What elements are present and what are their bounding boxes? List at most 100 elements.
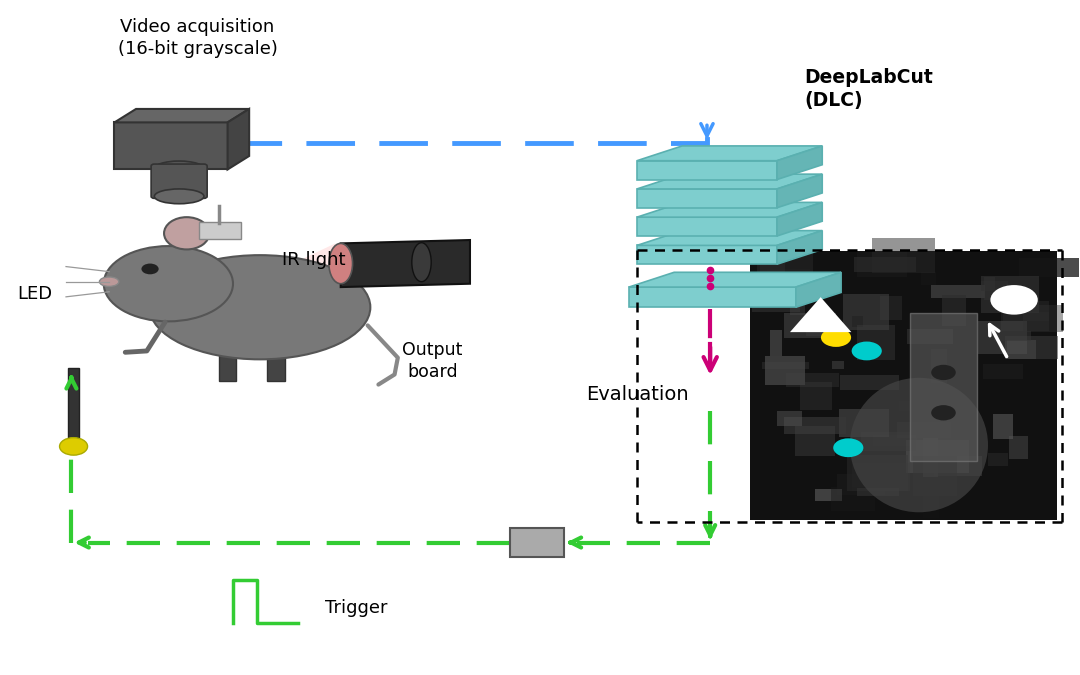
Polygon shape xyxy=(114,122,228,169)
FancyBboxPatch shape xyxy=(934,456,982,476)
Circle shape xyxy=(833,438,863,457)
FancyBboxPatch shape xyxy=(68,368,79,445)
Circle shape xyxy=(852,342,881,360)
Ellipse shape xyxy=(411,243,431,281)
FancyBboxPatch shape xyxy=(815,489,841,501)
Polygon shape xyxy=(637,146,822,161)
FancyBboxPatch shape xyxy=(852,316,863,327)
Text: DeepLabCut
(DLC): DeepLabCut (DLC) xyxy=(804,68,933,110)
Polygon shape xyxy=(796,272,841,307)
FancyBboxPatch shape xyxy=(806,328,832,335)
FancyBboxPatch shape xyxy=(791,275,805,315)
Circle shape xyxy=(141,263,159,274)
Polygon shape xyxy=(637,246,777,264)
FancyBboxPatch shape xyxy=(988,453,1009,466)
FancyBboxPatch shape xyxy=(984,277,995,300)
FancyBboxPatch shape xyxy=(852,463,909,491)
Ellipse shape xyxy=(99,277,119,286)
Text: LED: LED xyxy=(17,285,53,303)
FancyBboxPatch shape xyxy=(219,331,237,381)
FancyBboxPatch shape xyxy=(984,364,1023,379)
FancyBboxPatch shape xyxy=(767,269,810,299)
Polygon shape xyxy=(777,202,822,236)
FancyBboxPatch shape xyxy=(786,373,838,387)
FancyBboxPatch shape xyxy=(856,250,907,277)
Circle shape xyxy=(931,405,956,421)
FancyBboxPatch shape xyxy=(784,416,846,434)
FancyBboxPatch shape xyxy=(765,356,805,385)
FancyBboxPatch shape xyxy=(837,474,885,495)
Polygon shape xyxy=(777,231,822,264)
FancyBboxPatch shape xyxy=(839,409,889,437)
FancyBboxPatch shape xyxy=(1000,301,1049,331)
FancyBboxPatch shape xyxy=(1007,340,1036,358)
FancyBboxPatch shape xyxy=(268,331,285,381)
Text: Output
board: Output board xyxy=(402,341,462,381)
Circle shape xyxy=(931,364,956,380)
FancyBboxPatch shape xyxy=(510,528,564,558)
Ellipse shape xyxy=(153,161,205,178)
FancyBboxPatch shape xyxy=(921,271,936,285)
Polygon shape xyxy=(114,109,249,122)
Ellipse shape xyxy=(154,189,204,204)
FancyBboxPatch shape xyxy=(760,259,784,288)
FancyBboxPatch shape xyxy=(858,489,900,496)
FancyBboxPatch shape xyxy=(906,440,969,473)
FancyBboxPatch shape xyxy=(978,321,1026,354)
Polygon shape xyxy=(340,240,470,287)
Polygon shape xyxy=(629,272,841,287)
Ellipse shape xyxy=(149,255,370,359)
FancyBboxPatch shape xyxy=(942,294,966,326)
Text: Video acquisition
(16-bit grayscale): Video acquisition (16-bit grayscale) xyxy=(118,18,278,59)
Polygon shape xyxy=(228,109,249,169)
FancyBboxPatch shape xyxy=(151,164,207,198)
Ellipse shape xyxy=(164,217,210,250)
FancyBboxPatch shape xyxy=(840,375,900,390)
FancyBboxPatch shape xyxy=(909,313,977,461)
FancyBboxPatch shape xyxy=(923,489,940,518)
FancyBboxPatch shape xyxy=(799,382,832,410)
FancyBboxPatch shape xyxy=(832,361,845,369)
FancyBboxPatch shape xyxy=(981,281,1009,292)
Text: Trigger: Trigger xyxy=(325,599,387,617)
FancyBboxPatch shape xyxy=(784,313,836,338)
FancyBboxPatch shape xyxy=(923,438,937,477)
Circle shape xyxy=(990,285,1038,315)
Polygon shape xyxy=(750,252,1057,520)
FancyBboxPatch shape xyxy=(843,294,889,329)
FancyBboxPatch shape xyxy=(1010,436,1028,459)
FancyBboxPatch shape xyxy=(854,257,917,272)
Polygon shape xyxy=(789,297,851,332)
FancyBboxPatch shape xyxy=(1018,257,1079,277)
Polygon shape xyxy=(637,217,777,236)
FancyBboxPatch shape xyxy=(907,329,953,344)
Polygon shape xyxy=(777,146,822,180)
FancyBboxPatch shape xyxy=(777,412,801,427)
Ellipse shape xyxy=(329,244,352,284)
FancyBboxPatch shape xyxy=(858,325,895,360)
FancyBboxPatch shape xyxy=(900,401,912,411)
FancyBboxPatch shape xyxy=(874,435,917,446)
Polygon shape xyxy=(637,202,822,217)
Polygon shape xyxy=(637,189,777,208)
FancyBboxPatch shape xyxy=(880,296,902,320)
FancyBboxPatch shape xyxy=(897,422,951,438)
FancyBboxPatch shape xyxy=(761,362,809,369)
FancyBboxPatch shape xyxy=(931,349,946,383)
FancyBboxPatch shape xyxy=(795,426,835,456)
FancyBboxPatch shape xyxy=(993,414,1013,439)
FancyBboxPatch shape xyxy=(848,455,908,491)
Ellipse shape xyxy=(104,246,233,321)
Polygon shape xyxy=(629,287,796,307)
Text: IR light: IR light xyxy=(282,251,346,269)
FancyBboxPatch shape xyxy=(995,331,1030,341)
FancyBboxPatch shape xyxy=(931,285,985,298)
Polygon shape xyxy=(637,161,777,180)
Polygon shape xyxy=(179,244,335,317)
FancyBboxPatch shape xyxy=(770,330,782,356)
Polygon shape xyxy=(777,174,822,208)
FancyBboxPatch shape xyxy=(913,456,957,495)
FancyBboxPatch shape xyxy=(1004,335,1058,359)
Circle shape xyxy=(821,328,851,347)
FancyBboxPatch shape xyxy=(861,432,917,451)
